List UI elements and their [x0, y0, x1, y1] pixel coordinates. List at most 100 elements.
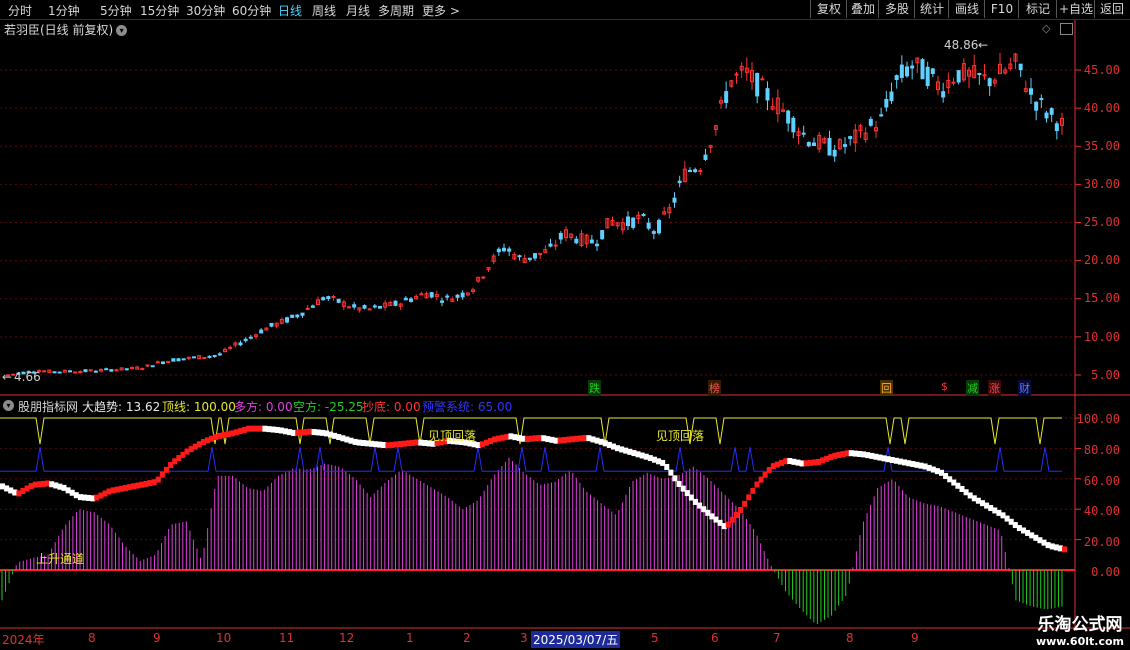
- period-tab-more[interactable]: 更多 >: [422, 4, 460, 18]
- trend-point: [348, 437, 354, 444]
- back-button[interactable]: 返回: [1094, 0, 1129, 18]
- trend-point: [578, 435, 584, 442]
- candle-body: [331, 296, 336, 299]
- candle-body: [626, 216, 630, 227]
- indicator-tick: 60.00: [1083, 474, 1120, 488]
- trend-point: [865, 452, 871, 459]
- signal-marker[interactable]: 回: [880, 380, 893, 396]
- signal-marker[interactable]: 财: [1018, 380, 1031, 396]
- signal-marker[interactable]: $: [940, 380, 949, 393]
- price-tick: 35.00: [1083, 139, 1120, 153]
- indicator-histogram: [1, 457, 1063, 625]
- trend-point: [610, 443, 616, 450]
- trend-point: [926, 464, 932, 471]
- chevron-down-icon[interactable]: ▾: [116, 25, 128, 36]
- trend-point: [943, 473, 949, 480]
- period-tab-5min[interactable]: 5分钟: [100, 4, 132, 18]
- period-tab-weekly[interactable]: 周线: [312, 4, 337, 18]
- period-tab-timeshare[interactable]: 分时: [8, 4, 33, 18]
- overlay-button[interactable]: 叠加: [846, 0, 879, 18]
- trend-point: [151, 479, 157, 486]
- candle-body: [460, 292, 465, 298]
- period-toolbar: 分时 1分钟 5分钟 15分钟 30分钟 60分钟 日线 周线 月线 多周期 更…: [0, 0, 1130, 20]
- candle-body: [600, 230, 605, 240]
- add-favorite-button[interactable]: +自选: [1056, 0, 1095, 18]
- trend-point: [738, 507, 744, 514]
- candle-body: [316, 299, 320, 306]
- date-tick: 3: [520, 631, 528, 645]
- restore-rights-button[interactable]: 复权: [810, 0, 847, 18]
- trend-point: [873, 453, 879, 460]
- trend-point: [377, 441, 383, 448]
- draw-line-button[interactable]: 画线: [948, 0, 985, 18]
- period-tab-1min[interactable]: 1分钟: [48, 4, 80, 18]
- trend-point: [192, 443, 198, 450]
- candle-body: [57, 371, 62, 374]
- statistics-button[interactable]: 统计: [914, 0, 949, 18]
- trend-point: [164, 466, 170, 473]
- candle-body: [894, 75, 899, 81]
- price-tick: 25.00: [1083, 215, 1120, 229]
- date-cursor-label: 2025/03/07/五: [531, 631, 621, 648]
- trend-point: [615, 445, 621, 452]
- candle-body: [104, 368, 109, 371]
- f10-button[interactable]: F10: [984, 0, 1019, 18]
- trend-point: [492, 436, 498, 443]
- trend-point: [336, 434, 342, 441]
- candle-body: [341, 301, 346, 307]
- candle-body: [734, 73, 739, 76]
- trend-point: [205, 437, 211, 444]
- trend-point: [49, 481, 55, 488]
- trend-point: [496, 435, 502, 442]
- mark-button[interactable]: 标记: [1018, 0, 1057, 18]
- candle-body: [37, 370, 41, 373]
- candle-body: [744, 67, 749, 73]
- price-tick: 5.00: [1091, 368, 1120, 382]
- candle-body: [956, 70, 961, 83]
- trend-point: [438, 439, 444, 446]
- trend-point: [967, 492, 973, 499]
- trend-point: [672, 475, 678, 482]
- period-tab-30min[interactable]: 30分钟: [186, 4, 226, 18]
- period-tab-daily[interactable]: 日线: [278, 4, 303, 18]
- indicator-name[interactable]: 股朋指标网: [18, 400, 79, 414]
- trend-point: [598, 438, 604, 445]
- trend-point: [836, 451, 842, 458]
- trend-point: [910, 461, 916, 468]
- price-tick: 20.00: [1083, 253, 1120, 267]
- trend-point: [360, 439, 366, 446]
- candle-body: [651, 231, 656, 234]
- candle-body: [336, 298, 341, 303]
- candle-body: [631, 217, 636, 228]
- trend-point: [471, 441, 477, 448]
- trend-point: [713, 516, 719, 523]
- candle-body: [977, 73, 982, 76]
- trend-point: [389, 441, 395, 448]
- window-toggle-icon[interactable]: [1060, 23, 1073, 35]
- multi-stock-button[interactable]: 多股: [878, 0, 915, 18]
- indicator-menu-icon[interactable]: ▾: [3, 400, 14, 411]
- trend-point: [65, 487, 71, 494]
- candle-body: [868, 118, 873, 126]
- trend-point: [45, 480, 51, 487]
- trend-point: [828, 454, 834, 461]
- diamond-icon[interactable]: ◇: [1042, 22, 1051, 35]
- signal-marker[interactable]: 榜: [708, 380, 721, 396]
- trend-point: [418, 439, 424, 446]
- trend-point: [254, 425, 260, 432]
- trend-point: [574, 435, 580, 442]
- trend-point: [369, 440, 375, 447]
- trend-point: [278, 427, 284, 434]
- period-tab-15min[interactable]: 15分钟: [140, 4, 180, 18]
- period-tab-60min[interactable]: 60分钟: [232, 4, 272, 18]
- signal-marker[interactable]: 跌: [588, 380, 601, 396]
- trend-point: [1008, 518, 1014, 525]
- candle-body: [1034, 101, 1039, 111]
- period-tab-multi[interactable]: 多周期: [378, 4, 415, 18]
- trend-point: [131, 483, 137, 490]
- signal-marker[interactable]: 减: [966, 380, 979, 396]
- candle-body: [987, 78, 992, 87]
- candle-body: [770, 106, 775, 110]
- signal-marker[interactable]: 涨: [988, 380, 1001, 396]
- period-tab-monthly[interactable]: 月线: [346, 4, 371, 18]
